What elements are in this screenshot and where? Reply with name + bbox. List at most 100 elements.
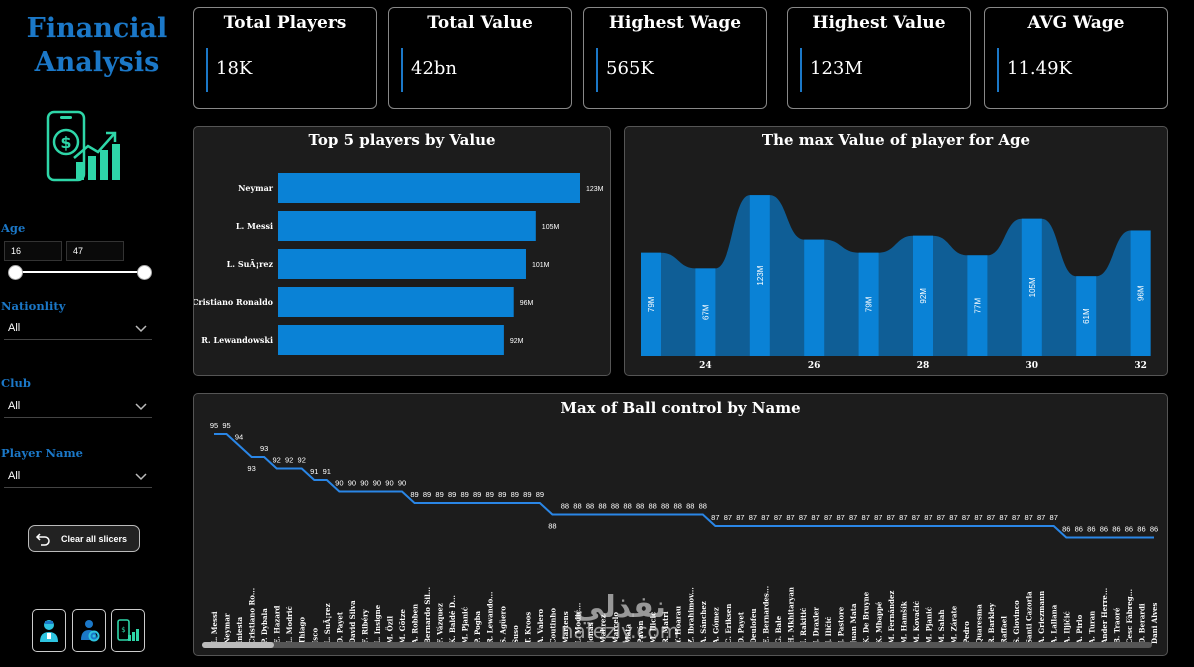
ball-control-scrollbar[interactable] — [202, 642, 1152, 648]
top5-value-title: Top 5 players by Value — [308, 131, 496, 149]
bar-data-label: 92M — [510, 338, 524, 345]
ball-control-data-label: 87 — [736, 513, 744, 522]
player-name-tick-label: K. Mbappé — [874, 601, 883, 644]
watermark-latin: nafezly.com — [560, 619, 680, 643]
age-data-label: 79M — [865, 296, 874, 312]
age-max-input[interactable]: 47 — [66, 241, 124, 261]
age-data-label: 123M — [756, 265, 765, 285]
ball-control-data-label: 88 — [611, 502, 619, 511]
player-name-tick-label: L. Insigne — [373, 604, 382, 644]
nationality-dropdown[interactable]: All — [4, 320, 152, 340]
age-slicer-label: Age — [1, 221, 26, 235]
kpi-card-accent — [596, 48, 598, 92]
ball-control-data-label: 89 — [473, 490, 481, 499]
player-name-tick-label: M. Özil — [385, 616, 394, 644]
player-name-tick-label: David Silva — [348, 600, 357, 644]
ball-control-data-label: 88 — [623, 502, 631, 511]
ball-control-data-label: 87 — [912, 513, 920, 522]
svg-text:$: $ — [121, 626, 125, 634]
club-slicer-label: Club — [1, 376, 31, 390]
player-name-tick-label: J. Draxler — [812, 607, 821, 645]
player-name-tick-label: Suso — [511, 625, 520, 644]
player-name-tick-label: L. Modić... — [573, 603, 582, 644]
ball-control-data-label: 87 — [974, 513, 982, 522]
ball-control-data-label: 87 — [1037, 513, 1045, 522]
ball-control-data-label: 92 — [272, 456, 280, 465]
kpi-card-avg-wage: AVG Wage 11.49K — [984, 7, 1168, 109]
age-value-bar — [1130, 230, 1151, 356]
player-name-tick-label: M. Götze — [398, 609, 407, 644]
player-name-tick-label: Marcelo — [611, 612, 620, 644]
player-name-tick-label: A. Turan — [1087, 611, 1096, 645]
ball-control-data-label: 87 — [711, 513, 719, 522]
player-name-tick-label: Pavón — [636, 621, 645, 644]
age-slider-max-handle[interactable] — [137, 265, 152, 280]
player-name-tick-label: A. Sánchez — [699, 601, 708, 645]
ball-control-data-label: 87 — [999, 513, 1007, 522]
age-data-label: 77M — [973, 298, 982, 314]
player-name-tick-label: Cristiano Ro... — [248, 588, 257, 644]
ball-control-data-label: 88 — [573, 502, 581, 511]
age-data-label: 96M — [1137, 285, 1146, 301]
ball-control-data-label: 87 — [937, 513, 945, 522]
kpi-card-title: Highest Value — [812, 13, 946, 33]
player-name-tick-label: J. Iličić — [824, 617, 833, 645]
ball-control-data-label: 90 — [398, 479, 406, 488]
ball-control-data-label: 89 — [523, 490, 531, 499]
player-name-tick-label: L. Messi — [210, 611, 219, 644]
age-slider-track[interactable] — [15, 271, 146, 273]
age-slider-min-handle[interactable] — [8, 265, 23, 280]
ball-control-data-label: 87 — [774, 513, 782, 522]
value-bar — [278, 287, 514, 317]
watermark: نفذلي nafezly.com — [520, 590, 720, 643]
kpi-card-value: 565K — [606, 58, 654, 79]
player-name-tick-label: D. Berardi — [1137, 603, 1146, 644]
ball-control-data-label: 88 — [561, 502, 569, 511]
ball-control-data-label: 91 — [323, 467, 331, 476]
ball-control-data-label: 89 — [435, 490, 443, 499]
bar-category-label: R. Lewandowski — [201, 335, 273, 345]
max-value-by-age-title: The max Value of player for Age — [761, 131, 1031, 149]
age-value-bar — [804, 239, 825, 356]
x-tick-label: 26 — [808, 361, 821, 371]
ball-control-data-label: 91 — [310, 467, 318, 476]
player-name-tick-label: Z. Ibrahimov... — [686, 587, 695, 644]
nav-player-button[interactable] — [32, 609, 66, 652]
player-name-tick-label: Pedro — [962, 621, 971, 644]
ball-control-data-label: 92 — [285, 456, 293, 465]
player-name-tick-label: Dani Alves — [1150, 603, 1159, 644]
ball-control-data-label: 86 — [1125, 525, 1133, 534]
ball-control-data-label: 88 — [648, 502, 656, 511]
nav-finance-button[interactable]: $ — [111, 609, 145, 652]
ball-control-data-label: 90 — [373, 479, 381, 488]
kpi-card-highest-wage: Highest Wage 565K — [583, 7, 767, 109]
age-min-input[interactable]: 16 — [4, 241, 62, 261]
age-value-bar — [967, 255, 988, 356]
player-icon — [40, 619, 58, 642]
ball-control-chart: 95 95 94 93 93 92 92 92 91 91 90 90 90 90 90 90 89 89 89 89… — [210, 421, 1159, 645]
kpi-card-accent — [800, 48, 802, 92]
ball-control-data-label: 86 — [1062, 525, 1070, 534]
value-bar — [278, 211, 536, 241]
chevron-down-icon — [135, 473, 147, 481]
age-data-label: 67M — [701, 304, 710, 320]
player-name-tick-label: D. Payet — [736, 611, 745, 644]
max-value-by-age-chart: 79M 67M 123M 79M 92M 77M 105M 61M 96M 24 26 28 30 32 — [641, 195, 1151, 371]
player-name-tick-label: E. Bernardes... — [761, 586, 770, 644]
value-bar — [278, 249, 526, 279]
player-name-tick-label: M. Pjanić — [461, 607, 470, 644]
clear-all-slicers-button[interactable]: Clear all slicers — [28, 525, 140, 552]
ball-control-data-label: 95 — [210, 421, 218, 430]
player-name-dropdown[interactable]: All — [4, 468, 152, 488]
x-tick-label: 32 — [1134, 361, 1147, 371]
player-name-tick-label: F. Ribéry — [360, 608, 369, 644]
nav-people-button[interactable] — [72, 609, 106, 652]
scrollbar-thumb[interactable] — [202, 642, 274, 648]
player-name-tick-label: H. Mkhitaryan — [787, 587, 796, 644]
player-name-tick-label: Mata — [624, 623, 633, 644]
player-name-tick-label: Raffael — [1000, 616, 1009, 644]
ball-control-data-label: 86 — [1150, 525, 1158, 534]
club-dropdown[interactable]: All — [4, 398, 152, 418]
value-bar — [278, 173, 580, 203]
age-value-bar — [695, 268, 716, 356]
